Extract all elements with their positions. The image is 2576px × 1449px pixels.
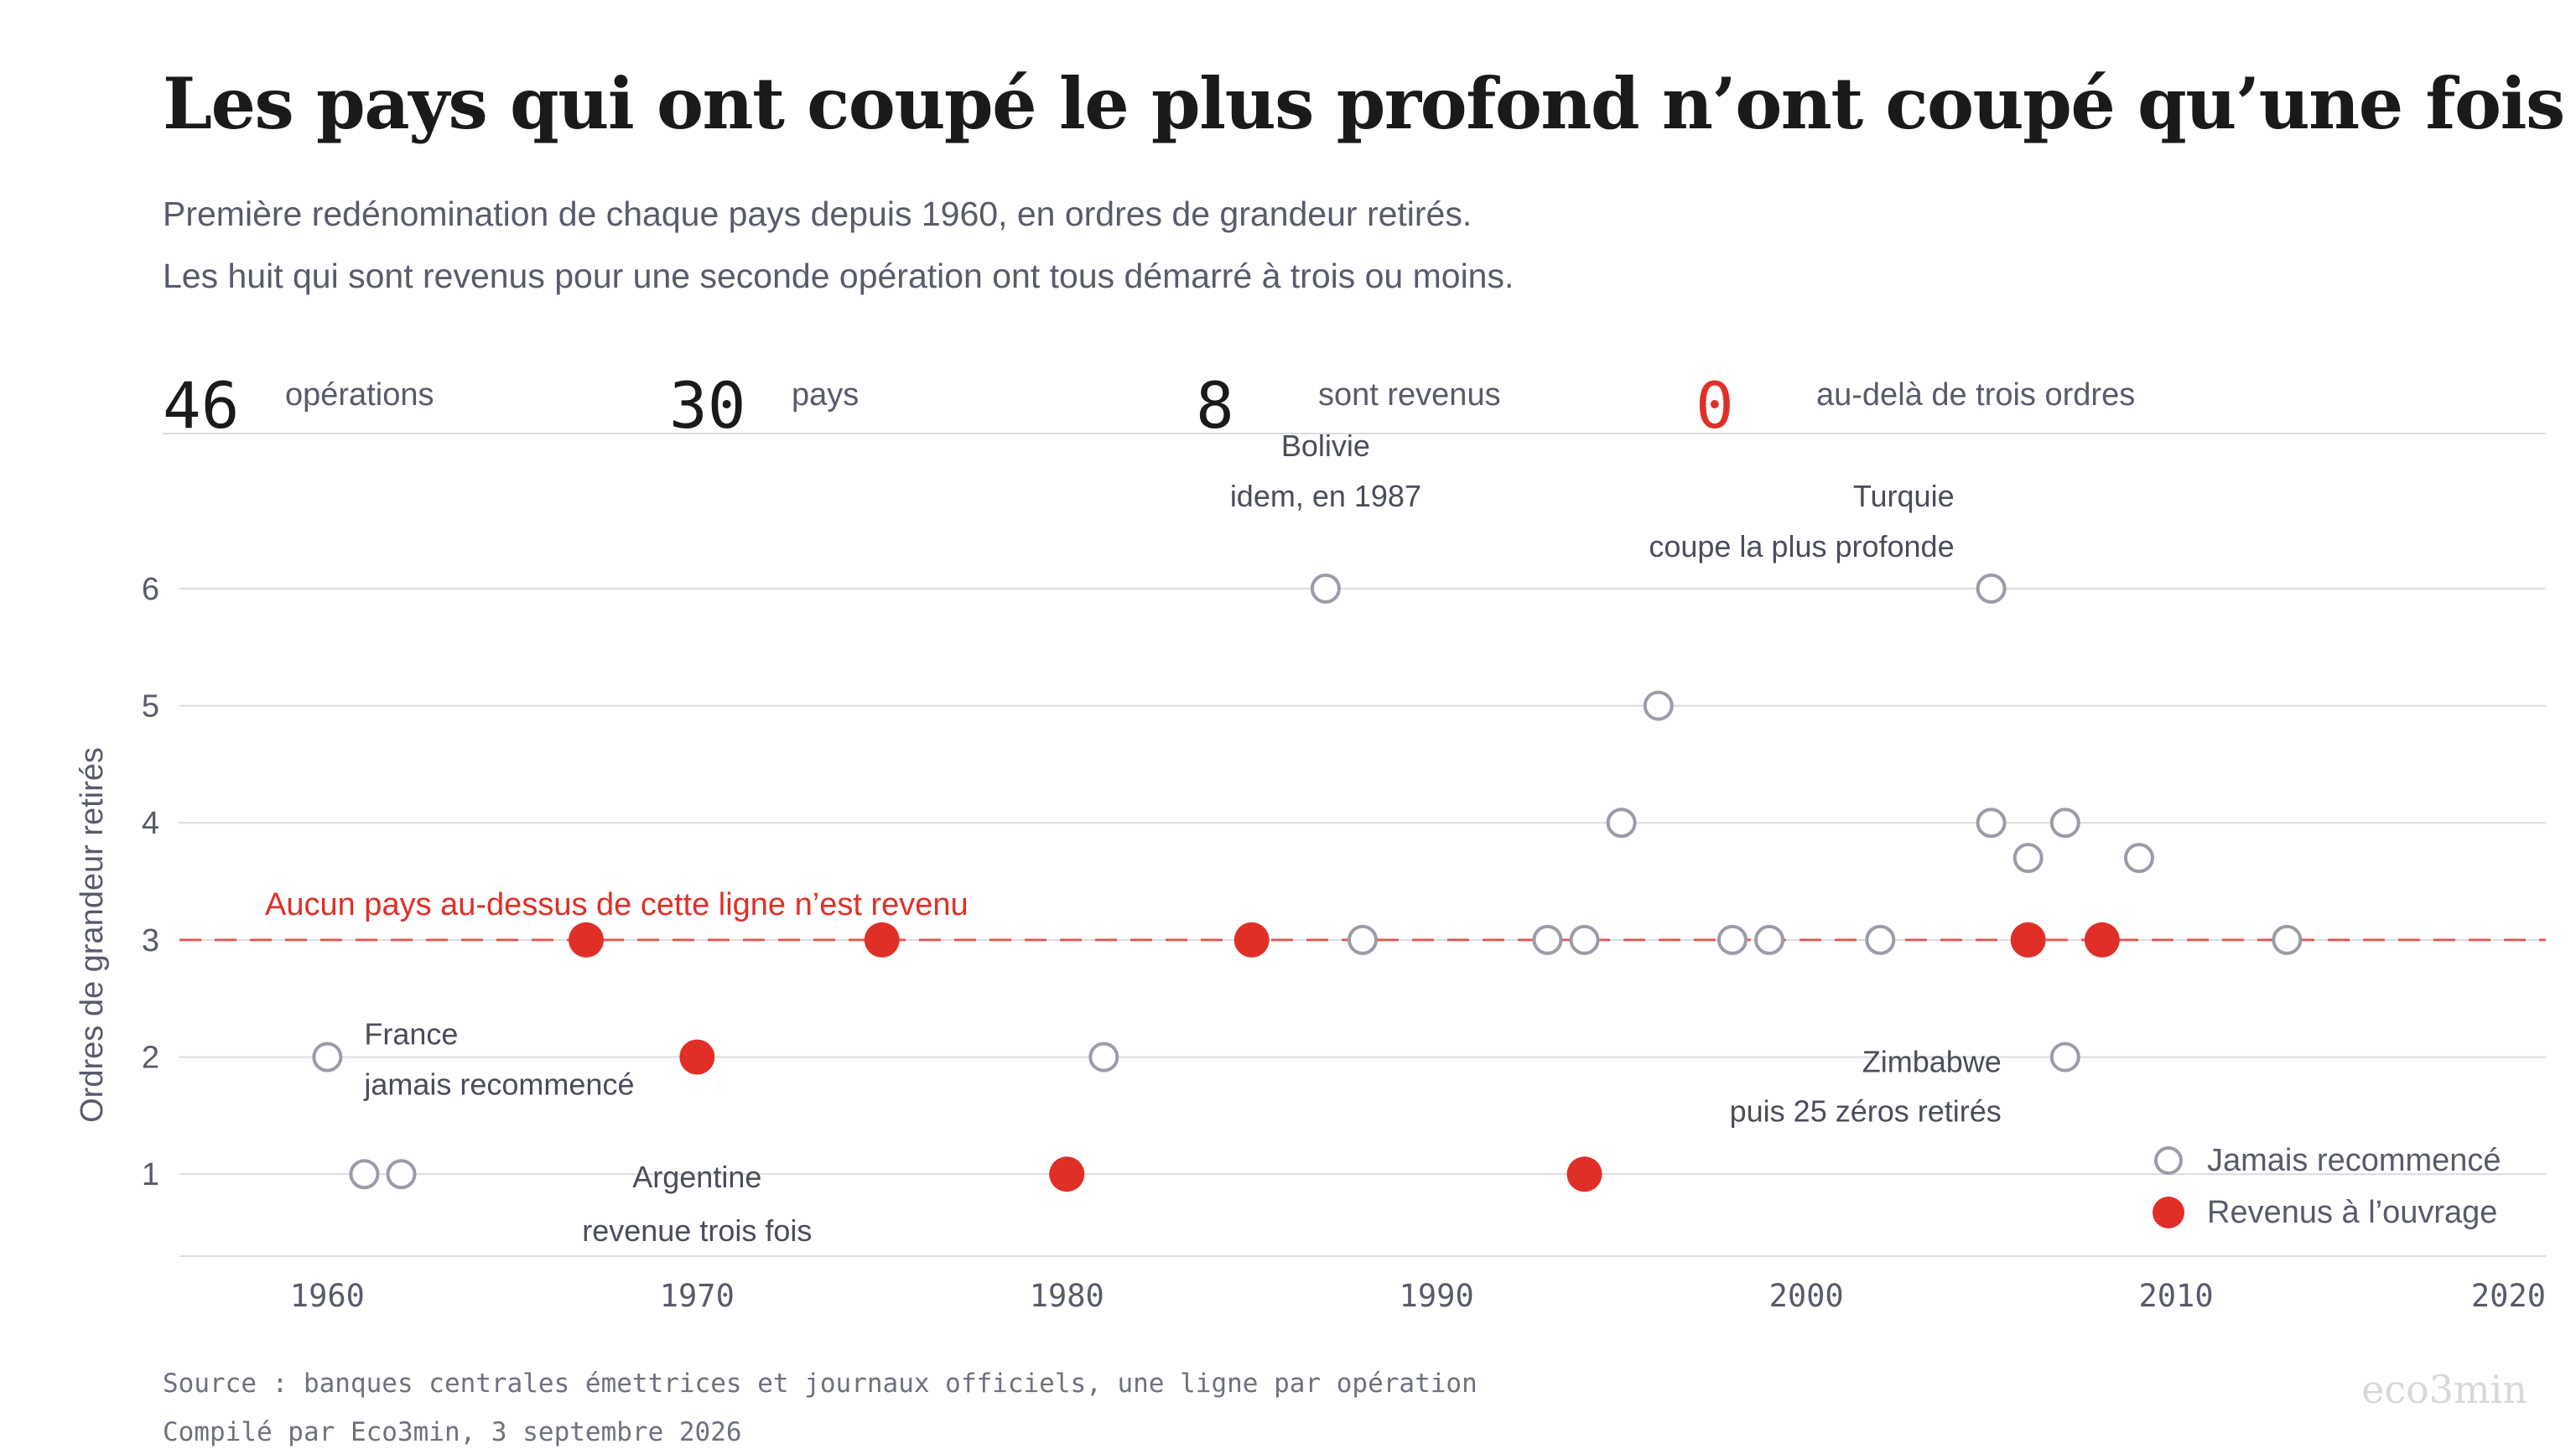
- point-never-returned: [386, 1159, 417, 1190]
- y-tick-label: 2: [142, 1041, 159, 1076]
- point-never-returned: [1716, 924, 1748, 955]
- x-tick-label: 2010: [2139, 1278, 2214, 1314]
- x-tick-label: 1960: [290, 1278, 365, 1314]
- point-never-returned: [312, 1041, 343, 1072]
- point-never-returned: [1606, 808, 1637, 839]
- point-returned: [679, 1039, 715, 1075]
- point-never-returned: [1348, 924, 1378, 955]
- point-never-returned: [2012, 843, 2044, 874]
- stat-beyond-three-label: au-delà de trois ordres: [1816, 377, 2136, 413]
- point-returned: [2084, 922, 2120, 958]
- annotation-name: Zimbabwe: [1862, 1045, 2002, 1079]
- x-tick-label: 1970: [660, 1278, 735, 1314]
- compiled-note: Compilé par Eco3min, 3 septembre 2026: [163, 1417, 742, 1447]
- annotation-name: Argentine: [632, 1160, 761, 1194]
- point-never-returned: [2272, 924, 2303, 955]
- point-never-returned: [1643, 690, 1674, 721]
- subtitle-line-2: Les huit qui sont revenus pour une secon…: [163, 257, 1514, 295]
- annotation-note: coupe la plus profonde: [1649, 529, 1954, 564]
- x-tick-label: 2020: [2471, 1278, 2546, 1314]
- point-never-returned: [1976, 573, 2007, 604]
- annotation-name: France: [364, 1017, 458, 1052]
- legend-returned-marker: [2153, 1197, 2184, 1228]
- point-never-returned: [1569, 924, 1600, 955]
- y-tick-label: 6: [142, 572, 159, 607]
- point-returned: [1049, 1156, 1085, 1192]
- legend-never-marker: [2154, 1146, 2183, 1175]
- point-never-returned: [1865, 924, 1896, 955]
- point-never-returned: [1976, 808, 2007, 839]
- point-never-returned: [2123, 843, 2154, 874]
- y-tick-label: 4: [142, 806, 159, 841]
- stat-countries-label: pays: [792, 377, 860, 413]
- stat-operations-label: opérations: [285, 377, 434, 413]
- point-returned: [864, 922, 900, 958]
- stat-beyond-three-value: 0: [1696, 368, 1734, 443]
- x-tick-label: 1980: [1030, 1278, 1104, 1314]
- stats-divider: [163, 433, 2546, 434]
- stat-returned-value: 8: [1196, 368, 1234, 443]
- point-never-returned: [349, 1159, 380, 1190]
- stat-countries-value: 30: [669, 368, 746, 443]
- point-never-returned: [1754, 924, 1785, 955]
- point-never-returned: [1088, 1041, 1119, 1072]
- y-axis-title: Ordres de grandeur retirés: [75, 747, 110, 1123]
- annotation-name: Turquie: [1853, 479, 1955, 513]
- annotation-note: jamais recommencé: [363, 1067, 634, 1102]
- annotation-note: puis 25 zéros retirés: [1730, 1094, 2002, 1129]
- y-tick-label: 1: [142, 1157, 159, 1192]
- annotation-note: idem, en 1987: [1230, 479, 1421, 513]
- point-returned: [1233, 922, 1270, 958]
- legend-never-label: Jamais recommencé: [2207, 1143, 2501, 1178]
- subtitle-line-1: Première redénomination de chaque pays d…: [163, 195, 1472, 233]
- point-never-returned: [2049, 808, 2080, 839]
- stat-returned-label: sont revenus: [1318, 377, 1501, 413]
- x-tick-label: 1990: [1400, 1278, 1474, 1314]
- y-tick-label: 5: [142, 689, 159, 724]
- annotation-name: Bolivie: [1281, 428, 1370, 463]
- point-never-returned: [2049, 1041, 2080, 1072]
- point-never-returned: [1532, 924, 1563, 955]
- brand-watermark: eco3min: [2361, 1367, 2527, 1412]
- point-returned: [1566, 1156, 1602, 1192]
- stat-operations-value: 46: [163, 368, 240, 443]
- point-never-returned: [1310, 573, 1341, 604]
- source-note: Source : banques centrales émettrices et…: [163, 1368, 1478, 1399]
- legend-returned-label: Revenus à l’ouvrage: [2207, 1195, 2497, 1230]
- point-returned: [2010, 922, 2046, 958]
- page-title: Les pays qui ont coupé le plus profond n…: [163, 62, 2565, 145]
- x-tick-label: 2000: [1769, 1278, 1844, 1314]
- threshold-label: Aucun pays au-dessus de cette ligne n’es…: [265, 887, 969, 922]
- y-tick-label: 3: [142, 923, 159, 958]
- annotation-note: revenue trois fois: [582, 1213, 812, 1248]
- point-returned: [569, 922, 605, 958]
